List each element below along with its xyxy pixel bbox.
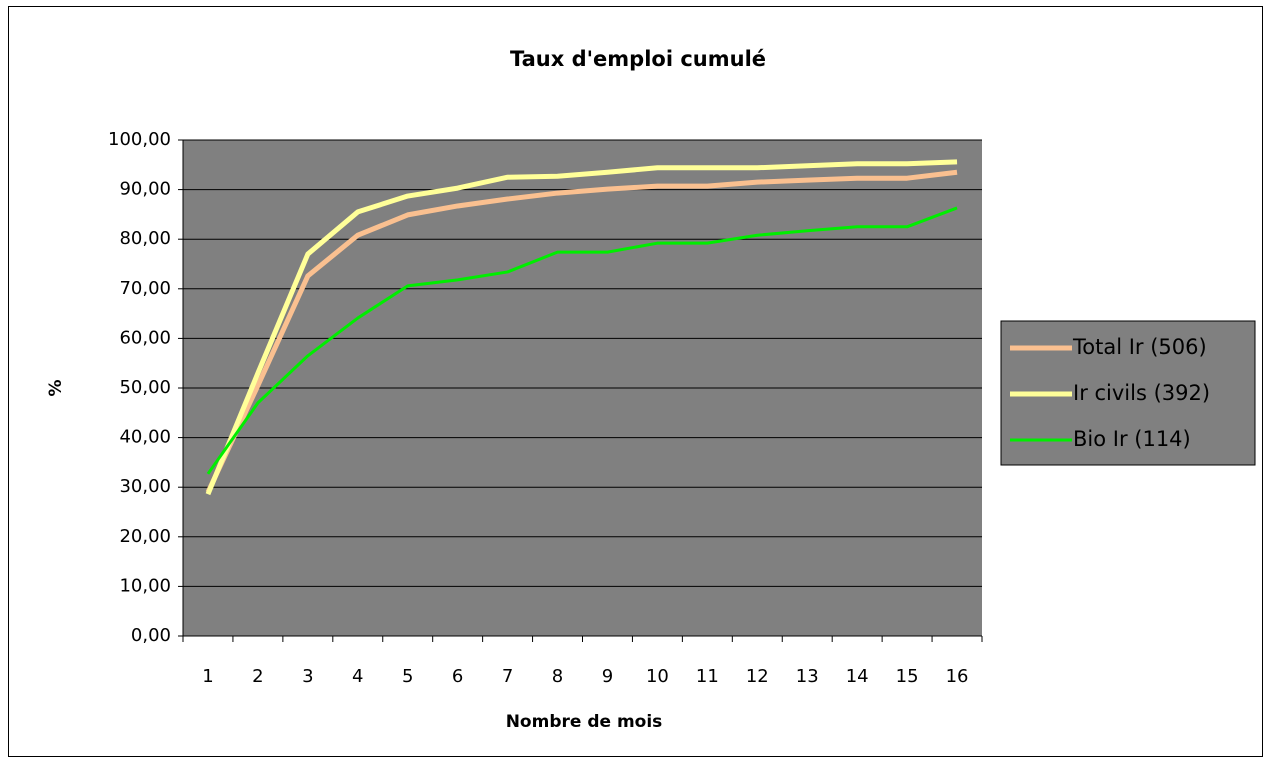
series-line	[206, 206, 958, 475]
y-tick-label: 10,00	[119, 575, 171, 596]
series-line	[205, 159, 958, 496]
x-tick-label: 11	[696, 666, 719, 687]
x-tick-label: 15	[896, 666, 919, 687]
x-tick-label: 6	[452, 666, 463, 687]
y-tick-label: 80,00	[119, 228, 171, 249]
y-tick-label: 40,00	[119, 427, 171, 448]
y-tick-label: 50,00	[119, 377, 171, 398]
chart-title: Taux d'emploi cumulé	[510, 47, 766, 71]
x-tick-label: 7	[502, 666, 513, 687]
x-axis-label: Nombre de mois	[506, 712, 663, 732]
x-tick-label: 14	[846, 666, 869, 687]
x-tick-label: 2	[252, 666, 263, 687]
y-tick-label: 100,00	[108, 129, 171, 150]
series-line	[205, 169, 958, 494]
y-tick-label: 20,00	[119, 526, 171, 547]
y-tick-label: 0,00	[131, 625, 171, 646]
x-tick-label: 3	[302, 666, 313, 687]
y-tick-label: 60,00	[119, 327, 171, 348]
x-tick-label: 5	[402, 666, 413, 687]
y-tick-label: 90,00	[119, 179, 171, 200]
x-tick-label: 9	[602, 666, 613, 687]
y-tick-label: 70,00	[119, 278, 171, 299]
y-tick-label: 30,00	[119, 476, 171, 497]
x-tick-label: 4	[352, 666, 363, 687]
x-tick-label: 13	[796, 666, 819, 687]
legend-label: Total Ir (506)	[1072, 335, 1207, 359]
x-tick-label: 16	[946, 666, 969, 687]
x-tick-label: 8	[552, 666, 563, 687]
x-tick-label: 1	[202, 666, 213, 687]
x-tick-label: 10	[646, 666, 669, 687]
legend-label: Bio Ir (114)	[1073, 427, 1191, 451]
x-tick-label: 12	[746, 666, 769, 687]
y-axis-label: %	[46, 379, 66, 396]
legend-label: Ir civils (392)	[1073, 381, 1210, 405]
